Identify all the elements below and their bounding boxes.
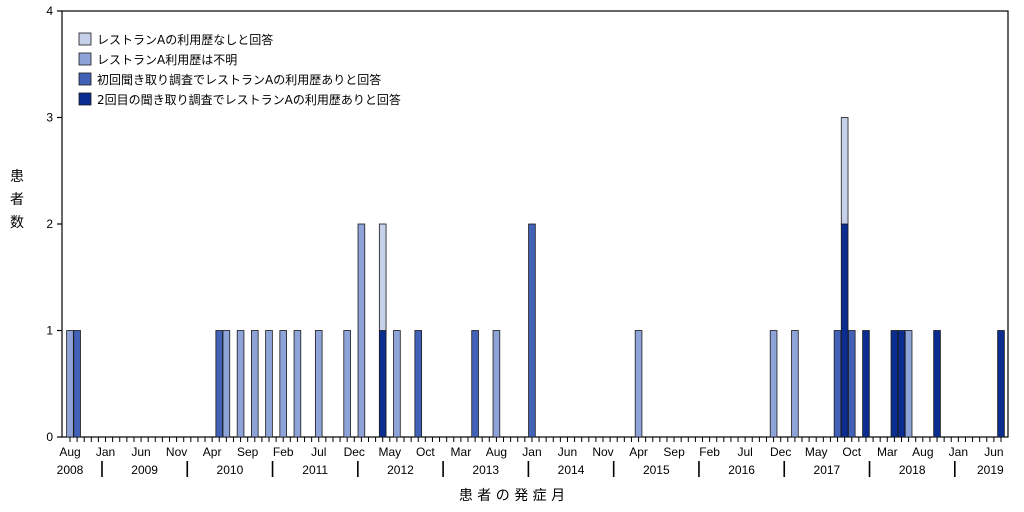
bar-segment <box>314 330 323 438</box>
legend-label: レストランA利用歴は不明 <box>97 53 237 67</box>
x-year-label: 2017 <box>814 463 841 477</box>
axes-layer: 0 1 2 3 4 Aug Jan Jun Nov Apr Sep Feb Jul Dec May Oct M… <box>46 4 1004 477</box>
x-year-label: 2013 <box>472 463 499 477</box>
y-axis-label: 患者数 <box>10 169 24 231</box>
bar-segment <box>393 330 401 438</box>
x-month-label: Mar <box>451 445 472 459</box>
y-tick-label: 4 <box>46 4 53 18</box>
x-month-label: Apr <box>203 445 222 459</box>
bar-segment <box>862 330 870 438</box>
bar-segment <box>791 330 799 438</box>
x-month-label: Jun <box>131 445 150 459</box>
x-year-label: 2016 <box>728 463 755 477</box>
bar-segment <box>634 330 643 438</box>
bar-segment <box>357 223 366 438</box>
bar-segment <box>840 117 849 225</box>
bar-segment <box>378 330 387 438</box>
bar-segment <box>66 330 74 438</box>
y-tick-label: 3 <box>46 111 53 125</box>
x-year-label: 2015 <box>643 463 670 477</box>
x-month-label: Aug <box>59 445 80 459</box>
y-axis-label-char: 数 <box>10 215 24 231</box>
bar-segment <box>904 330 913 438</box>
bar-segment <box>847 330 856 438</box>
y-axis-label-char: 者 <box>10 192 24 208</box>
y-axis-label-char: 患 <box>10 169 24 185</box>
x-month-label: Jul <box>311 445 326 459</box>
bar-segment <box>73 330 81 438</box>
x-month-label: Oct <box>842 445 861 459</box>
x-month-label: Jan <box>949 445 968 459</box>
x-month-label: Dec <box>344 445 365 459</box>
x-year-label: 2014 <box>558 463 585 477</box>
bar-segment <box>897 330 906 438</box>
legend-swatch <box>78 72 92 86</box>
x-month-label: Apr <box>629 445 648 459</box>
x-year-label: 2008 <box>57 463 84 477</box>
bar-segment <box>997 330 1005 438</box>
legend-swatch <box>78 52 92 66</box>
x-month-label: Mar <box>877 445 898 459</box>
x-month-label: Nov <box>166 445 187 459</box>
bar-segment <box>833 330 842 438</box>
x-month-label: May <box>805 445 828 459</box>
bar-segment <box>492 330 501 438</box>
bar-segment <box>414 330 423 438</box>
x-month-label: Jun <box>984 445 1003 459</box>
x-year-label: 2011 <box>302 463 328 477</box>
bar-segment <box>251 330 259 438</box>
x-month-label: Jun <box>558 445 577 459</box>
bar-segment <box>769 330 778 438</box>
x-axis: Aug Jan Jun Nov Apr Sep Feb Jul Dec May Oct Mar Aug J… <box>57 437 1004 477</box>
bars-layer <box>66 117 1005 438</box>
bar-segment <box>840 223 849 438</box>
bar-segment <box>933 330 941 438</box>
x-month-label: Aug <box>912 445 933 459</box>
bar-segment <box>279 330 287 438</box>
x-month-label: Feb <box>273 445 294 459</box>
legend-label: レストランAの利用歴なしと回答 <box>97 32 273 47</box>
x-month-label: Nov <box>592 445 613 459</box>
x-month-label: Sep <box>663 445 685 459</box>
legend-swatch <box>78 92 92 106</box>
x-month-label: Jan <box>522 445 541 459</box>
x-year-label: 2019 <box>977 463 1004 477</box>
x-month-label: Sep <box>237 445 259 459</box>
x-month-label: Jan <box>96 445 115 459</box>
legend-swatch <box>78 32 92 46</box>
y-tick-label: 1 <box>46 324 53 338</box>
x-month-label: May <box>378 445 401 459</box>
legend-label: 2回目の聞き取り調査でレストランAの利用歴ありと回答 <box>97 92 401 107</box>
x-year-label: 2018 <box>899 463 926 477</box>
y-tick-label: 2 <box>46 217 53 231</box>
legend: レストランAの利用歴なしと回答レストランA利用歴は不明初回聞き取り調査でレストラ… <box>78 32 401 107</box>
bar-segment <box>215 330 224 438</box>
legend-label: 初回聞き取り調査でレストランAの利用歴ありと回答 <box>97 72 381 87</box>
x-month-label: Oct <box>416 445 435 459</box>
bar-segment <box>343 330 351 438</box>
bar-segment <box>528 223 536 438</box>
bar-segment <box>236 330 245 438</box>
bar-segment <box>890 330 899 438</box>
x-month-label: Dec <box>770 445 791 459</box>
x-year-label: 2010 <box>217 463 244 477</box>
x-year-label: 2009 <box>131 463 158 477</box>
bar-segment <box>378 223 387 331</box>
bar-segment <box>471 330 479 438</box>
bar-segment <box>265 330 273 438</box>
y-axis: 0 1 2 3 4 <box>46 4 62 444</box>
x-month-label: Aug <box>486 445 507 459</box>
x-month-label: Jul <box>737 445 752 459</box>
x-axis-label: 患 者 の 発 症 月 <box>459 488 565 504</box>
x-month-label: Feb <box>699 445 720 459</box>
x-year-label: 2012 <box>387 463 414 477</box>
y-tick-label: 0 <box>46 430 53 444</box>
bar-segment <box>222 330 231 438</box>
bar-segment <box>293 330 302 438</box>
